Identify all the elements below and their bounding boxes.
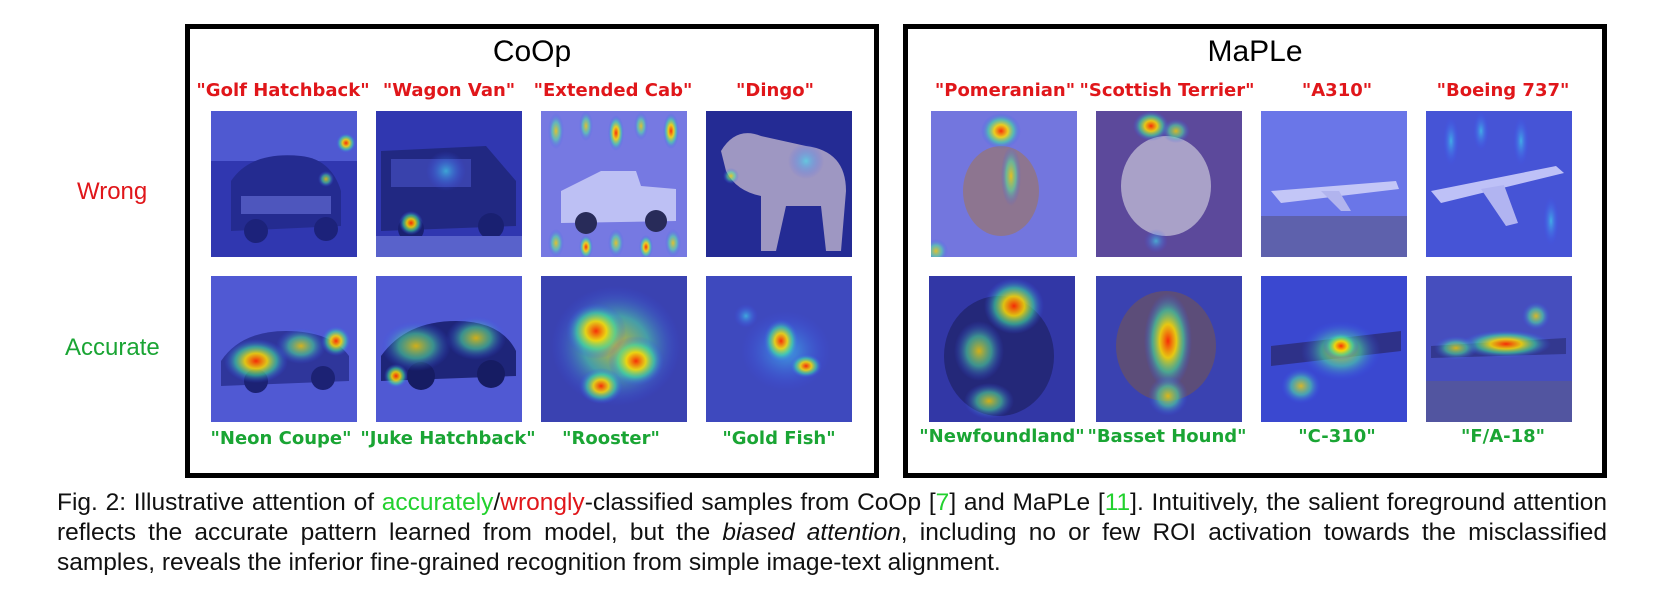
class-label-wrong: "Boeing 737" — [1436, 80, 1570, 101]
attention-map-basset-hound — [1096, 276, 1242, 422]
class-label-accurate: "Gold Fish" — [722, 428, 836, 449]
attention-map-newfoundland — [929, 276, 1075, 422]
attention-map-c310 — [1261, 276, 1407, 422]
attention-map-a310 — [1261, 111, 1407, 257]
caption-emphasis: biased attention — [722, 519, 901, 546]
class-label-wrong: "Golf Hatchback" — [196, 80, 370, 101]
attention-map-wagon-van — [376, 111, 522, 257]
class-label-wrong: "Dingo" — [736, 80, 814, 101]
panel-title: CoOp — [492, 35, 572, 68]
figure-caption: Fig. 2: Illustrative attention of accura… — [57, 488, 1607, 578]
caption-text: / — [493, 489, 501, 516]
class-label-accurate: "Neon Coupe" — [210, 428, 352, 449]
class-label-accurate: "F/A-18" — [1460, 426, 1546, 447]
class-label-accurate: "Basset Hound" — [1087, 426, 1247, 447]
caption-accurately: accurately — [381, 489, 494, 516]
attention-map-scottish-terrier — [1096, 111, 1242, 257]
attention-map-rooster — [541, 276, 687, 422]
attention-map-juke-hatchback — [376, 276, 522, 422]
class-label-wrong: "A310" — [1301, 80, 1373, 101]
class-label-accurate: "Juke Hatchback" — [360, 428, 536, 449]
attention-map-extended-cab — [541, 111, 687, 257]
row-label-wrong: Wrong — [77, 178, 148, 205]
class-label-accurate: "Newfoundland" — [919, 426, 1085, 447]
citation-link[interactable]: 11 — [1104, 489, 1131, 516]
attention-map-golf-hatchback — [211, 111, 357, 257]
caption-text: ] and MaPLe [ — [949, 489, 1105, 516]
caption-text: Fig. 2: Illustrative attention of — [57, 489, 382, 516]
attention-map-boeing-737 — [1426, 111, 1572, 257]
class-label-accurate: "C-310" — [1298, 426, 1376, 447]
caption-text: , including no or few ROI activation tow… — [57, 519, 1607, 576]
attention-map-fa18 — [1426, 276, 1572, 422]
row-label-accurate: Accurate — [65, 334, 160, 361]
panel-title: MaPLe — [1207, 35, 1303, 68]
attention-map-pomeranian — [931, 111, 1077, 257]
class-label-accurate: "Rooster" — [562, 428, 660, 449]
caption-wrongly: wrongly — [500, 489, 585, 516]
attention-map-gold-fish — [706, 276, 852, 422]
class-label-wrong: "Wagon Van" — [382, 80, 516, 101]
caption-text: -classified samples from CoOp [ — [584, 489, 936, 516]
attention-map-neon-coupe — [211, 276, 357, 422]
attention-map-dingo — [706, 111, 852, 257]
class-label-wrong: "Pomeranian" — [934, 80, 1076, 101]
class-label-wrong: "Scottish Terrier" — [1079, 80, 1255, 101]
citation-link[interactable]: 7 — [935, 489, 950, 516]
caption-text: ]. Intuitively, the salient foreground a… — [57, 489, 1608, 546]
class-label-wrong: "Extended Cab" — [533, 80, 693, 101]
